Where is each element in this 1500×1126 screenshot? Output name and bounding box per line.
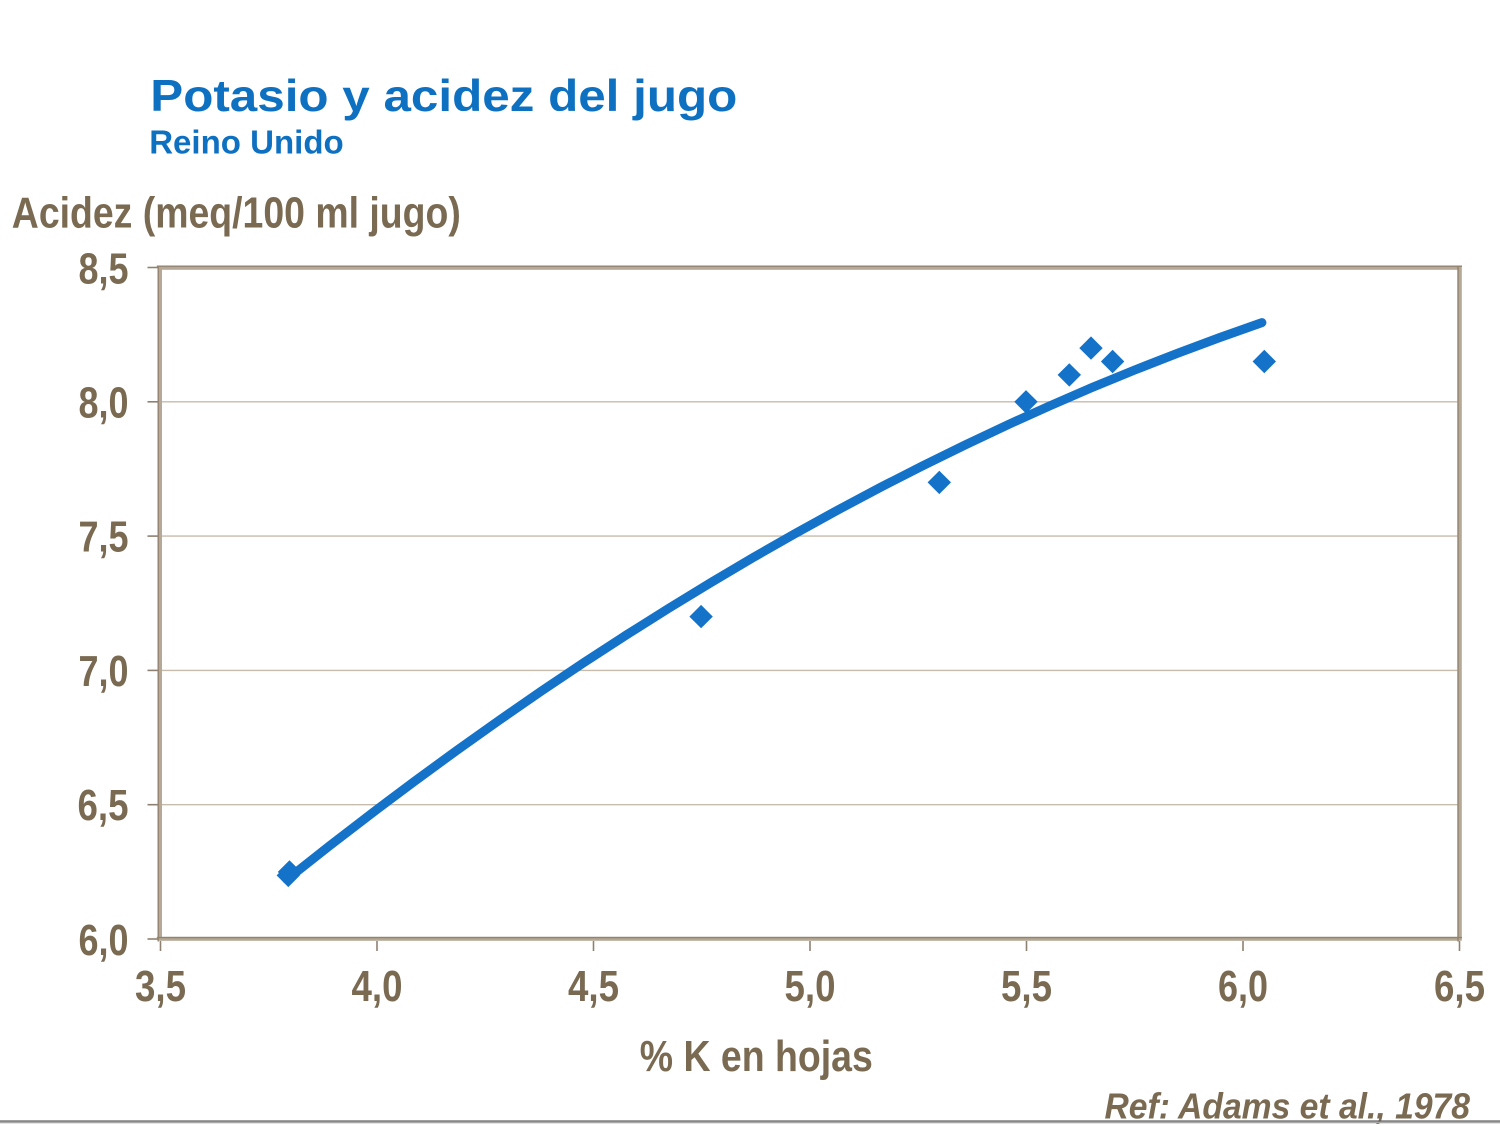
- svg-text:7,5: 7,5: [79, 512, 129, 561]
- svg-text:4,5: 4,5: [568, 962, 619, 1011]
- svg-text:8,0: 8,0: [79, 378, 129, 427]
- svg-text:8,5: 8,5: [79, 244, 129, 293]
- svg-text:6,0: 6,0: [1218, 962, 1268, 1011]
- svg-text:3,5: 3,5: [135, 962, 186, 1011]
- svg-text:Reino Unido: Reino Unido: [149, 125, 344, 162]
- svg-text:5,5: 5,5: [1001, 962, 1052, 1011]
- svg-text:6,5: 6,5: [78, 781, 129, 830]
- svg-text:5,0: 5,0: [785, 962, 836, 1011]
- svg-text:6,5: 6,5: [1434, 962, 1485, 1011]
- svg-text:Potasio y acidez del jugo: Potasio y acidez del jugo: [150, 72, 737, 121]
- svg-text:7,0: 7,0: [79, 647, 129, 696]
- svg-text:Acidez (meq/100 ml jugo): Acidez (meq/100 ml jugo): [12, 189, 461, 238]
- svg-text:Ref: Adams et al., 1978: Ref: Adams et al., 1978: [1105, 1086, 1471, 1126]
- svg-text:4,0: 4,0: [352, 962, 403, 1011]
- svg-text:6,0: 6,0: [79, 916, 129, 965]
- svg-text:% K en hojas: % K en hojas: [640, 1032, 873, 1081]
